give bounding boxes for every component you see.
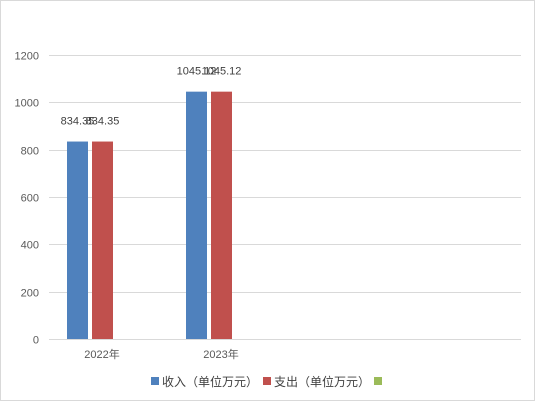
legend: 收入（单位万元） 支出（单位万元） [151, 374, 382, 389]
x-tick-label: 2022年 [84, 347, 119, 361]
legend-swatch [374, 377, 382, 385]
bar [67, 141, 88, 339]
bar [186, 91, 207, 339]
bar [211, 91, 232, 339]
y-tick-label: 200 [21, 288, 39, 300]
y-tick-label: 0 [33, 335, 39, 347]
legend-label: 支出（单位万元） [274, 374, 370, 389]
legend-swatch [151, 377, 159, 385]
data-label: 1045.12 [202, 66, 242, 78]
x-axis-ticks: 2022年 2023年 [84, 347, 238, 361]
y-tick-label: 800 [21, 146, 39, 158]
data-label: 834.35 [61, 116, 95, 128]
data-label: 834.35 [86, 116, 120, 128]
legend-label: 收入（单位万元） [162, 374, 258, 389]
y-tick-label: 1200 [15, 51, 39, 63]
legend-swatch [263, 377, 271, 385]
data-label: 1045.12 [177, 66, 217, 78]
y-tick-label: 400 [21, 240, 39, 252]
x-tick-label: 2023年 [203, 347, 238, 361]
bars [67, 91, 232, 339]
bar [92, 141, 113, 339]
y-tick-label: 600 [21, 193, 39, 205]
y-axis-ticks: 0 200 400 600 800 1000 1200 [15, 51, 39, 347]
grid-lines [49, 55, 521, 340]
y-tick-label: 1000 [15, 98, 39, 110]
